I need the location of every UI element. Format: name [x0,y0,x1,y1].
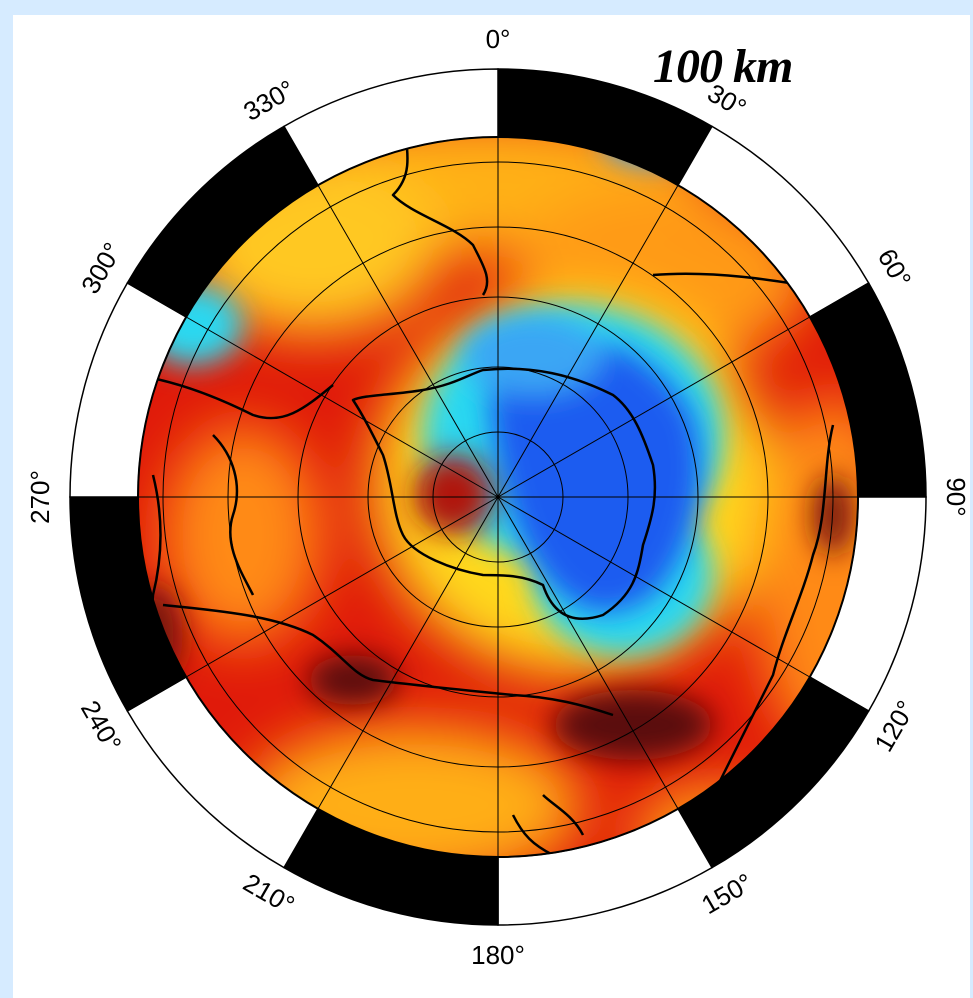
longitude-label: 270° [25,470,55,524]
new-zealand-coast [511,794,585,857]
longitude-label: 60° [872,243,918,292]
antarctica-coast [351,367,657,620]
longitude-label: 240° [75,695,128,757]
polar-map: 0°30°60°90°120°150°180°210°240°270°300°3… [25,24,970,970]
meridian-line [317,184,499,498]
field-blue-core [483,333,701,613]
ridge-west [212,434,255,596]
meridian-line [497,316,811,498]
longitude-label: 210° [238,867,300,920]
map-outline [137,136,859,858]
south-america-tip [138,373,334,420]
pacific-ridge [162,603,614,717]
longitude-label: 300° [75,237,128,299]
coastlines [138,137,835,857]
meridian-line [497,496,811,678]
australia-coast [711,424,835,796]
meridians [138,137,858,857]
longitude-label: 120° [868,695,921,757]
longitude-label: 90° [941,477,970,516]
meridian-line [497,496,679,810]
depth-label: 100 km [653,40,793,93]
field-east-orange [753,395,858,755]
map-panel: 0° 30° 60° 90° 120° 150° 180° 210° 240° 270° 300° 3… [13,15,970,998]
field-dark-center [413,455,493,535]
meridian-line [185,496,499,678]
longitude-label: 180° [471,940,525,970]
meridian-line [185,316,499,498]
longitude-label: 0° [486,24,511,54]
field-west-orange [163,425,323,645]
meridian-line [317,496,499,810]
longitude-label: 150° [696,867,758,920]
plate-boundary-north [391,137,489,296]
field-dark-s [308,655,398,705]
field-dark-se [553,690,713,760]
meridian-line [497,184,679,498]
longitude-label: 330° [238,74,300,127]
frame-ring [69,68,927,926]
